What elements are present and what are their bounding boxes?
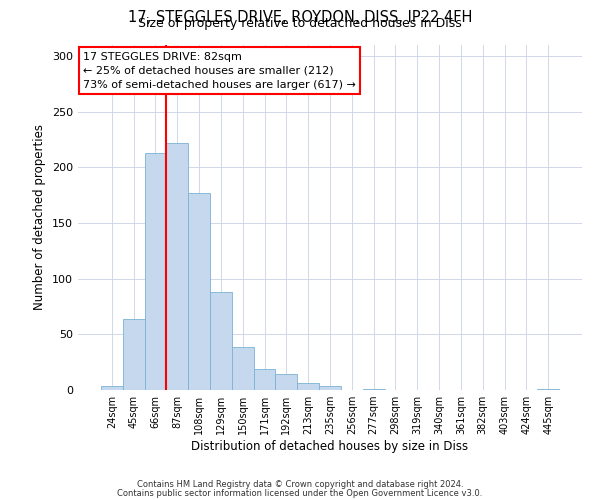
Bar [254,369,275,390]
Bar [101,386,123,390]
Bar [363,389,385,390]
Bar [123,319,145,390]
Bar [319,386,341,390]
Text: Contains public sector information licensed under the Open Government Licence v3: Contains public sector information licen… [118,488,482,498]
Bar [210,292,232,390]
Bar [275,374,297,390]
Text: Size of property relative to detached houses in Diss: Size of property relative to detached ho… [138,18,462,30]
Bar [188,193,210,390]
Bar [166,143,188,390]
Bar [145,153,166,390]
Y-axis label: Number of detached properties: Number of detached properties [34,124,46,310]
X-axis label: Distribution of detached houses by size in Diss: Distribution of detached houses by size … [191,440,469,453]
Bar [232,346,254,390]
Bar [297,384,319,390]
Text: 17, STEGGLES DRIVE, ROYDON, DISS, IP22 4FH: 17, STEGGLES DRIVE, ROYDON, DISS, IP22 4… [128,10,472,25]
Bar [537,389,559,390]
Text: Contains HM Land Registry data © Crown copyright and database right 2024.: Contains HM Land Registry data © Crown c… [137,480,463,489]
Text: 17 STEGGLES DRIVE: 82sqm
← 25% of detached houses are smaller (212)
73% of semi-: 17 STEGGLES DRIVE: 82sqm ← 25% of detach… [83,52,356,90]
